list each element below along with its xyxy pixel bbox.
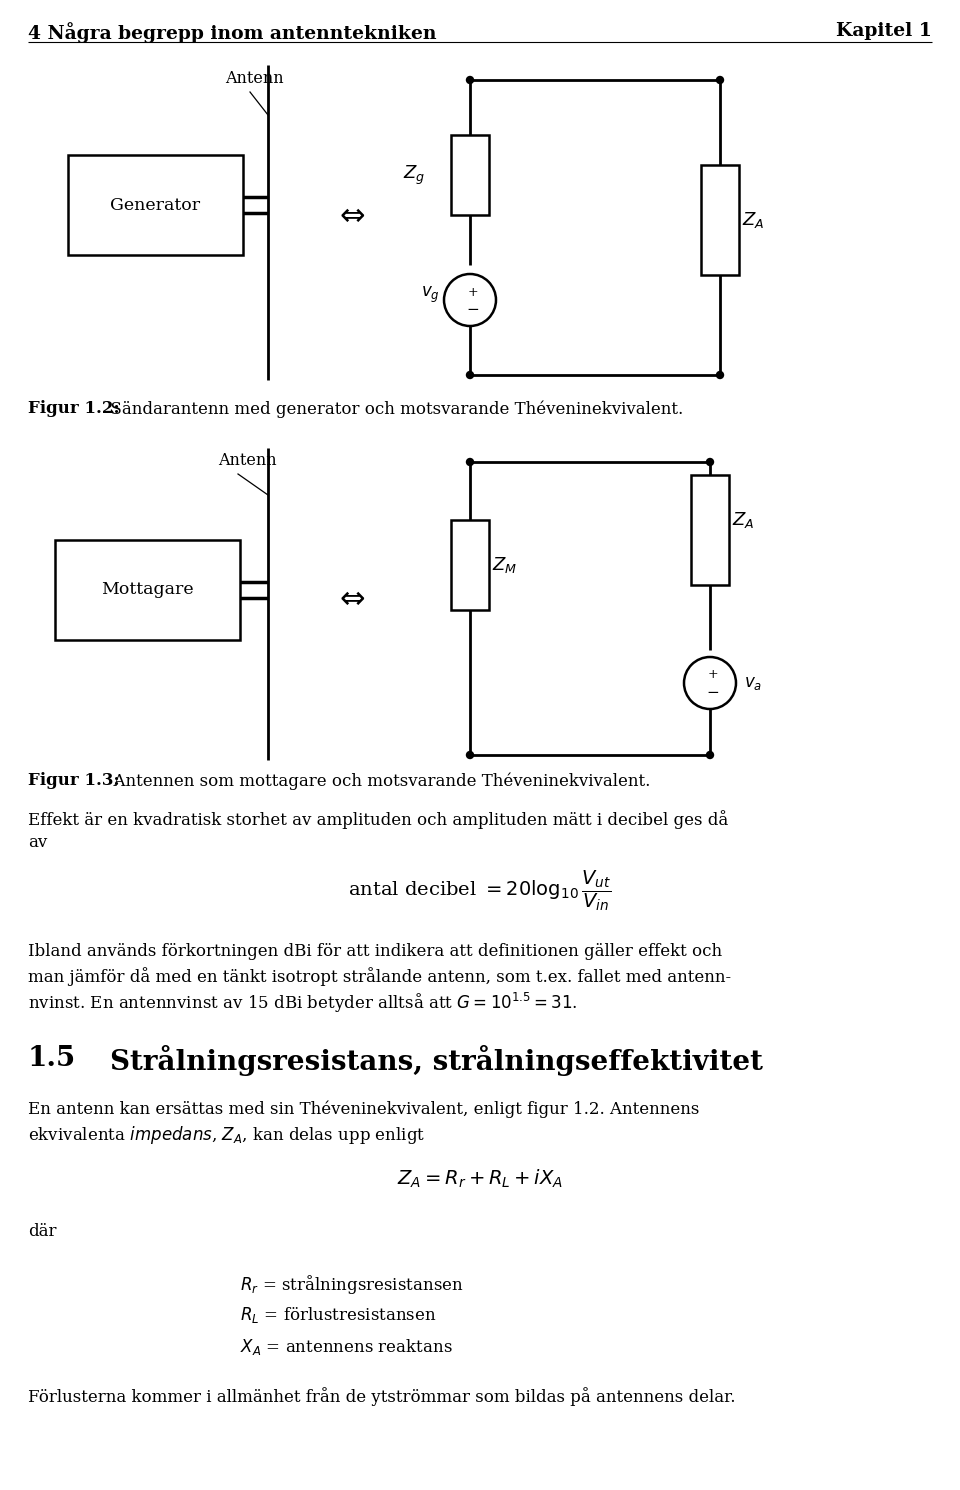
Text: $Z_M$: $Z_M$ [492, 554, 517, 575]
Text: $Z_g$: $Z_g$ [403, 164, 425, 186]
Text: $v_g$: $v_g$ [421, 285, 440, 305]
Text: $X_A$ = antennens reaktans: $X_A$ = antennens reaktans [240, 1337, 453, 1357]
Circle shape [707, 459, 713, 465]
Text: $R_r$ = strålningsresistansen: $R_r$ = strålningsresistansen [240, 1272, 464, 1296]
Circle shape [467, 459, 473, 465]
Circle shape [707, 751, 713, 758]
Text: −: − [707, 685, 719, 700]
Bar [68, 155, 243, 255]
Text: nvinst. En antennvinst av 15 dBi betyder alltså att $G = 10^{1.5} = 31$.: nvinst. En antennvinst av 15 dBi betyder… [28, 991, 578, 1015]
Text: $\Leftrightarrow$: $\Leftrightarrow$ [334, 583, 366, 614]
Text: Sändarantenn med generator och motsvarande Théveninekvivalent.: Sändarantenn med generator och motsvaran… [100, 399, 684, 417]
Circle shape [444, 274, 496, 326]
Text: $R_L$ = förlustresistansen: $R_L$ = förlustresistansen [240, 1305, 437, 1325]
Text: 4 Några begrepp inom antenntekniken: 4 Några begrepp inom antenntekniken [28, 22, 437, 43]
Text: Strålningsresistans, strålningseffektivitet: Strålningsresistans, strålningseffektivi… [110, 1044, 763, 1076]
Text: Mottagare: Mottagare [101, 581, 194, 599]
Circle shape [467, 76, 473, 83]
Text: Effekt är en kvadratisk storhet av amplituden och amplituden mätt i decibel ges : Effekt är en kvadratisk storhet av ampli… [28, 811, 729, 828]
Bar [55, 539, 240, 641]
Text: ekvivalenta $\mathit{impedans}$, $Z_A$, kan delas upp enligt: ekvivalenta $\mathit{impedans}$, $Z_A$, … [28, 1123, 425, 1146]
Text: av: av [28, 834, 47, 851]
Text: Antenn: Antenn [225, 70, 283, 86]
Text: $\Leftrightarrow$: $\Leftrightarrow$ [334, 200, 366, 231]
Text: Figur 1.2:: Figur 1.2: [28, 399, 120, 417]
Text: $Z_A$: $Z_A$ [732, 510, 755, 530]
Text: +: + [708, 669, 718, 681]
Circle shape [467, 751, 473, 758]
Text: där: där [28, 1223, 57, 1240]
Bar [691, 475, 729, 586]
Circle shape [684, 657, 736, 709]
Bar [701, 165, 739, 276]
Text: 1.5: 1.5 [28, 1044, 76, 1071]
Text: antal decibel $= 20\log_{10}\dfrac{V_{ut}}{V_{in}}$: antal decibel $= 20\log_{10}\dfrac{V_{ut… [348, 869, 612, 913]
Bar [451, 520, 489, 609]
Text: Figur 1.3:: Figur 1.3: [28, 772, 120, 790]
Text: Ibland används förkortningen dBi för att indikera att definitionen gäller effekt: Ibland används förkortningen dBi för att… [28, 943, 722, 960]
Text: $v_a$: $v_a$ [744, 675, 762, 691]
Text: Antennen som mottagare och motsvarande Théveninekvivalent.: Antennen som mottagare och motsvarande T… [103, 772, 650, 790]
Text: −: − [467, 302, 479, 317]
Text: $Z_A$: $Z_A$ [742, 210, 764, 229]
Text: En antenn kan ersättas med sin Théveninekvivalent, enligt figur 1.2. Antennens: En antenn kan ersättas med sin Thévenine… [28, 1100, 700, 1118]
Text: Kapitel 1: Kapitel 1 [836, 22, 932, 40]
Circle shape [716, 371, 724, 378]
Text: +: + [468, 286, 478, 298]
Text: Förlusterna kommer i allmänhet från de ytströmmar som bildas på antennens delar.: Förlusterna kommer i allmänhet från de y… [28, 1387, 735, 1407]
Text: $Z_A = R_r + R_L + iX_A$: $Z_A = R_r + R_L + iX_A$ [397, 1168, 563, 1191]
Bar [451, 136, 489, 215]
Circle shape [716, 76, 724, 83]
Text: man jämför då med en tänkt isotropt strålande antenn, som t.ex. fallet med anten: man jämför då med en tänkt isotropt strå… [28, 967, 732, 986]
Circle shape [467, 371, 473, 378]
Text: Antenn: Antenn [218, 451, 276, 469]
Text: Generator: Generator [110, 197, 201, 213]
